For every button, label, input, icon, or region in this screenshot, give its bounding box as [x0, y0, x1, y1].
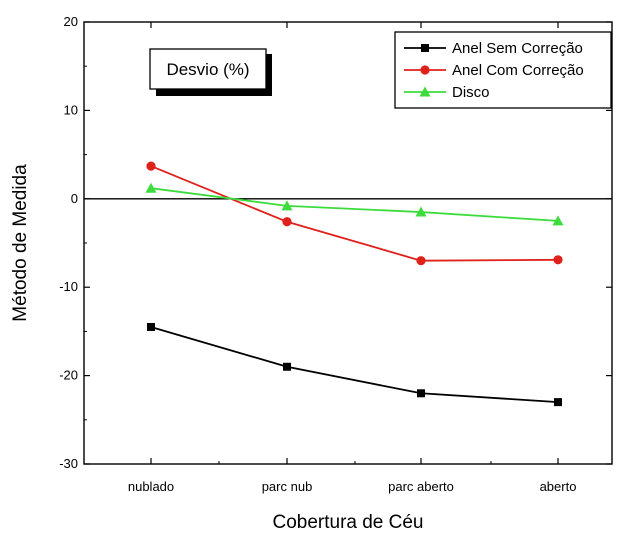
x-tick-label: parc aberto — [388, 479, 454, 494]
legend-item: Disco — [404, 84, 490, 101]
data-point — [282, 217, 292, 227]
legend: Anel Sem Correção Anel Com Correção Disco — [394, 31, 612, 109]
legend-item: Anel Com Correção — [404, 62, 584, 79]
y-tick-label: -10 — [59, 279, 78, 294]
y-tick-label: 10 — [64, 102, 78, 117]
legend-marker — [421, 44, 429, 52]
x-axis-title: Cobertura de Céu — [272, 512, 423, 533]
series-line — [150, 326, 559, 404]
y-tick-label: -30 — [59, 456, 78, 471]
x-tick-label: aberto — [540, 479, 577, 494]
data-point — [281, 200, 293, 211]
x-tick-label: nublado — [128, 479, 174, 494]
series-1 — [147, 322, 562, 407]
legend-items: Anel Sem Correção Anel Com Correção Disco — [404, 40, 584, 101]
legend-label: Anel Sem Correção — [452, 40, 583, 57]
data-point — [417, 389, 425, 398]
y-tick-label: -20 — [59, 368, 78, 383]
series-line — [150, 187, 559, 222]
series-line — [150, 165, 559, 262]
y-tick-label: 0 — [71, 191, 78, 206]
legend-label: Anel Com Correção — [452, 62, 584, 79]
series-2 — [146, 161, 563, 266]
data-point — [145, 182, 157, 193]
annotation-text: Desvio (%) — [166, 60, 249, 79]
legend-marker — [419, 86, 431, 97]
data-point — [554, 398, 562, 407]
data-point — [146, 161, 156, 171]
y-axis: -30 -20 -10 0 10 20 — [59, 14, 612, 471]
data-point — [415, 206, 427, 217]
annotation-box: Desvio (%) — [149, 48, 272, 96]
series-3 — [145, 182, 564, 226]
legend-marker — [420, 65, 430, 75]
y-axis-title: Método de Medida — [10, 164, 31, 322]
series-layer — [145, 161, 564, 407]
y-tick-label: 20 — [64, 14, 78, 29]
data-point — [416, 256, 426, 266]
data-point — [552, 215, 564, 226]
x-tick-label: parc nub — [262, 479, 313, 494]
data-point — [147, 322, 155, 331]
legend-item: Anel Sem Correção — [404, 40, 583, 57]
x-axis: nublado parc nub parc aberto aberto — [128, 22, 577, 494]
legend-label: Disco — [452, 84, 490, 101]
data-point — [553, 255, 563, 265]
data-point — [283, 362, 291, 371]
